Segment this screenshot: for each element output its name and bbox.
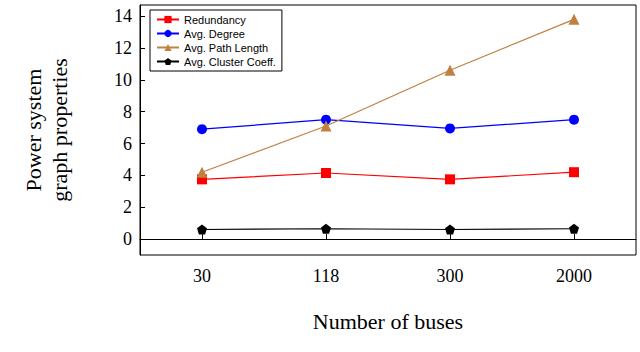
svg-text:Avg. Degree: Avg. Degree	[184, 28, 245, 40]
svg-text:6: 6	[123, 134, 132, 154]
svg-text:4: 4	[123, 165, 132, 185]
svg-text:Number of buses: Number of buses	[313, 309, 463, 334]
svg-text:12: 12	[114, 38, 132, 58]
svg-text:2: 2	[123, 197, 132, 217]
svg-text:14: 14	[114, 6, 132, 26]
svg-text:118: 118	[313, 266, 339, 286]
svg-text:Avg. Path Length: Avg. Path Length	[184, 42, 268, 54]
svg-text:2000: 2000	[556, 266, 592, 286]
svg-text:graph properties: graph properties	[47, 58, 72, 202]
svg-text:10: 10	[114, 70, 132, 90]
svg-text:Avg. Cluster Coeff.: Avg. Cluster Coeff.	[184, 56, 276, 68]
svg-text:0: 0	[123, 229, 132, 249]
svg-text:300: 300	[437, 266, 464, 286]
svg-text:Power system: Power system	[21, 69, 46, 192]
svg-text:8: 8	[123, 102, 132, 122]
svg-text:Redundancy: Redundancy	[184, 14, 246, 26]
svg-text:30: 30	[193, 266, 211, 286]
